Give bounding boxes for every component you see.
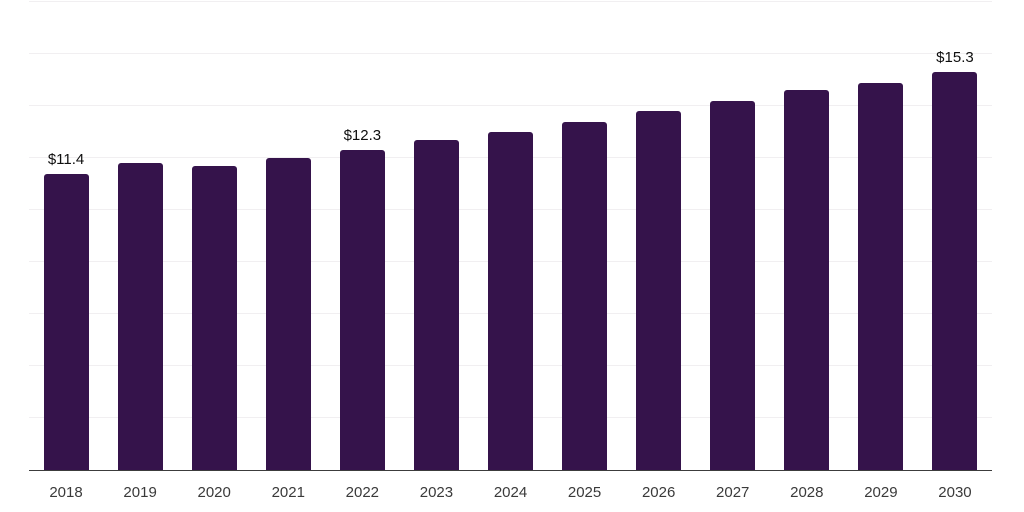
bar-2020 [191, 165, 237, 470]
gridline [29, 1, 992, 2]
bar-2022 [339, 150, 385, 470]
bar-2025 [562, 121, 608, 470]
bar-2023 [413, 139, 459, 470]
x-axis-line [29, 469, 992, 471]
bar-2029 [858, 82, 904, 470]
bar-value-label-2022: $12.3 [343, 127, 382, 145]
gridline [29, 105, 992, 106]
bar-value-label-2018: $11.4 [47, 150, 85, 168]
plot-area: $11.4 $12.3 $15.3 [29, 0, 992, 471]
x-tick-2027: 2027 [716, 484, 750, 501]
x-tick-2029: 2029 [864, 484, 898, 501]
bar-2018 [43, 173, 89, 470]
bar-2027 [710, 100, 756, 470]
x-tick-2023: 2023 [419, 484, 454, 501]
bar-2026 [636, 111, 682, 470]
x-tick-2020: 2020 [197, 484, 231, 501]
bar-2030 [932, 72, 978, 470]
x-tick-2030: 2030 [938, 484, 972, 501]
gridline [29, 53, 992, 54]
bar-2019 [117, 163, 163, 470]
x-tick-2025: 2025 [567, 484, 602, 501]
bar-value-label-2030: $15.3 [936, 49, 974, 67]
x-tick-2021: 2021 [271, 484, 305, 501]
x-tick-2022: 2022 [345, 484, 380, 501]
x-tick-2028: 2028 [790, 484, 824, 501]
x-tick-2026: 2026 [641, 484, 676, 501]
x-tick-2018: 2018 [49, 484, 83, 501]
bar-2021 [265, 158, 311, 470]
bar-2024 [488, 132, 533, 470]
x-tick-2019: 2019 [123, 484, 157, 501]
x-tick-2024: 2024 [493, 484, 528, 501]
bar-2028 [784, 90, 830, 470]
